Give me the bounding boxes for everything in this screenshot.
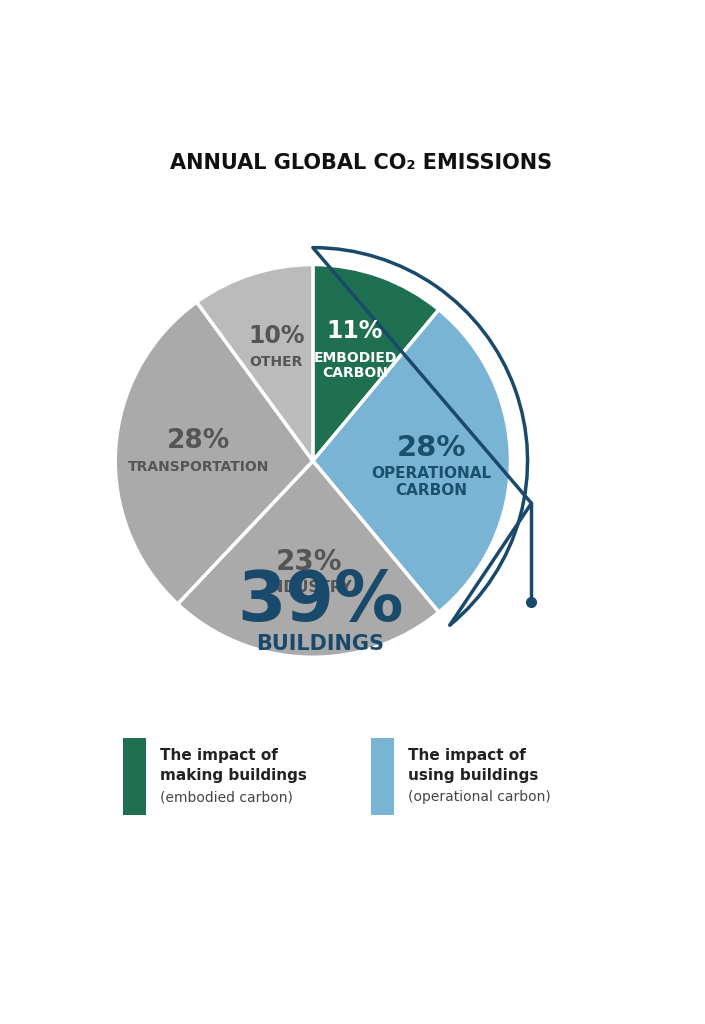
Text: The impact of: The impact of	[160, 748, 278, 763]
Wedge shape	[115, 302, 313, 604]
Text: (embodied carbon): (embodied carbon)	[160, 791, 293, 805]
Bar	[371, 738, 394, 815]
Wedge shape	[178, 461, 439, 657]
Text: BUILDINGS: BUILDINGS	[257, 634, 385, 654]
Text: 28%: 28%	[397, 434, 466, 462]
Text: The impact of: The impact of	[408, 748, 526, 763]
Text: using buildings: using buildings	[408, 768, 539, 783]
Text: INDUSTRY: INDUSTRY	[266, 581, 352, 595]
Bar	[123, 738, 146, 815]
Text: ANNUAL GLOBAL CO₂ EMISSIONS: ANNUAL GLOBAL CO₂ EMISSIONS	[170, 153, 553, 173]
Text: 39%: 39%	[238, 568, 404, 635]
Wedge shape	[313, 264, 439, 461]
Text: OTHER: OTHER	[250, 355, 303, 369]
Text: 10%: 10%	[248, 324, 305, 348]
Wedge shape	[197, 264, 313, 461]
Text: making buildings: making buildings	[160, 768, 307, 783]
Text: TRANSPORTATION: TRANSPORTATION	[128, 460, 269, 474]
Text: 28%: 28%	[167, 428, 230, 454]
Wedge shape	[313, 309, 510, 612]
Text: (operational carbon): (operational carbon)	[408, 791, 551, 805]
Text: OPERATIONAL
CARBON: OPERATIONAL CARBON	[372, 466, 491, 498]
Text: 23%: 23%	[276, 548, 343, 575]
Text: EMBODIED
CARBON: EMBODIED CARBON	[313, 350, 397, 380]
Text: 11%: 11%	[327, 319, 384, 343]
